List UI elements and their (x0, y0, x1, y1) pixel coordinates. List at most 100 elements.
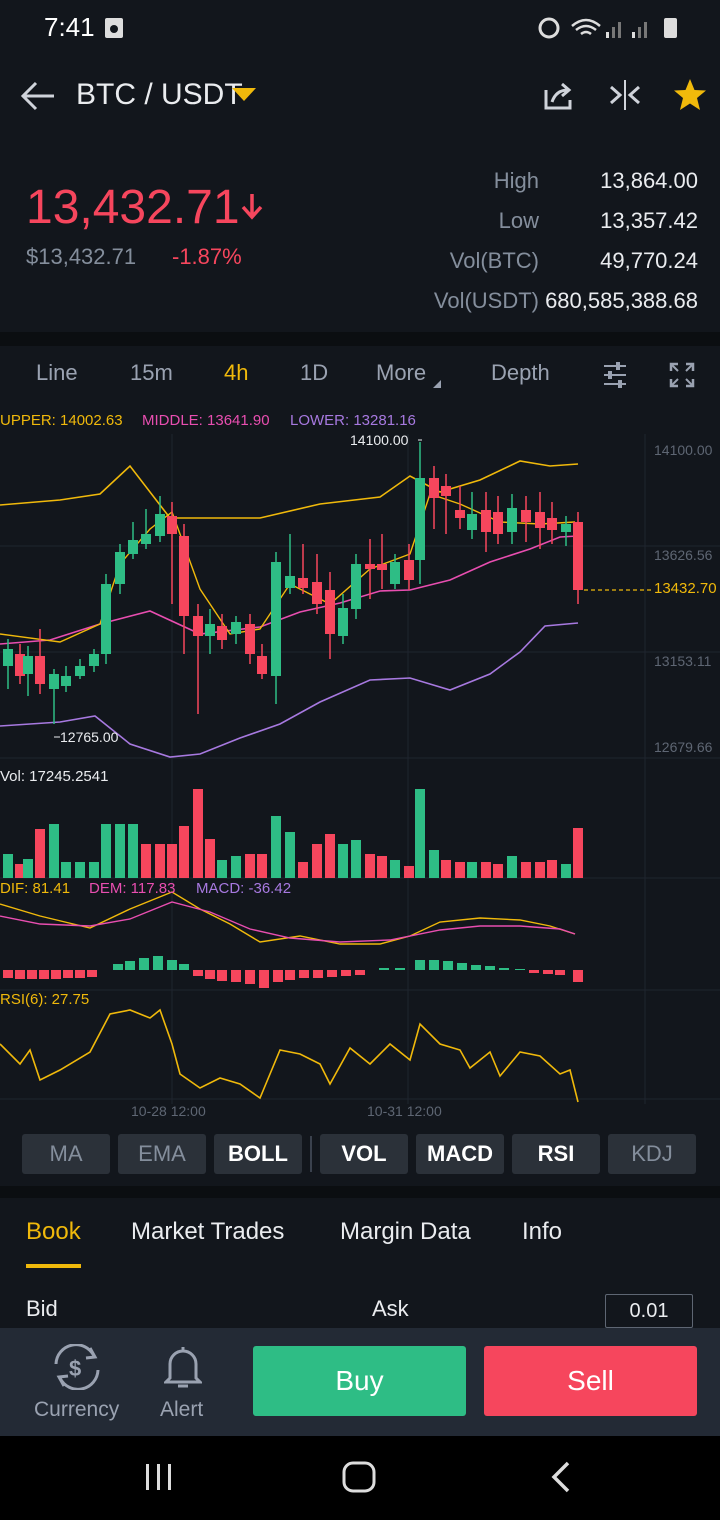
volume-bar (101, 824, 111, 878)
macd-dif-line (0, 891, 576, 945)
boll-lower-line (0, 622, 579, 758)
macd-histogram-bar (75, 970, 85, 978)
candle-body (429, 478, 439, 498)
date-axis-label: 10-31 12:00 (367, 1103, 442, 1119)
home-icon[interactable] (342, 1460, 376, 1494)
indicator-macd[interactable]: MACD (416, 1134, 504, 1174)
macd-histogram-bar (415, 960, 425, 970)
currency-convert-icon[interactable]: $ (50, 1344, 104, 1390)
compare-icon[interactable] (608, 80, 642, 110)
macd-histogram-bar (63, 970, 73, 978)
bid-header: Bid (26, 1296, 58, 1321)
volume-bar (35, 829, 45, 878)
macd-dif-label: DIF: 81.41 (0, 880, 71, 897)
bell-icon[interactable] (164, 1344, 202, 1390)
kline-chart[interactable]: UPPER: 14002.63 MIDDLE: 13641.90 LOWER: … (0, 404, 720, 1124)
recent-apps-icon[interactable] (144, 1462, 174, 1492)
candle-body (561, 524, 571, 532)
tab-book[interactable]: Book (26, 1218, 81, 1245)
macd-histogram-bar (471, 965, 481, 970)
volume-bar (75, 862, 85, 878)
volume-bar (521, 862, 531, 878)
interval-4h[interactable]: 4h (224, 360, 249, 385)
macd-histogram-bar (515, 969, 525, 970)
volume-bar (23, 859, 33, 878)
sell-button[interactable]: Sell (484, 1346, 697, 1416)
volume-bar (547, 860, 557, 878)
indicator-vol[interactable]: VOL (320, 1134, 408, 1174)
volume-bar (141, 844, 151, 878)
tab-market-trades[interactable]: Market Trades (131, 1218, 285, 1245)
back-arrow-icon[interactable] (20, 80, 56, 112)
price-axis-tick: 13626.56 (654, 547, 713, 563)
macd-histogram-bar (355, 970, 365, 975)
indicator-ema[interactable]: EMA (118, 1134, 206, 1174)
more-corner-icon (433, 380, 441, 388)
volume-bar (89, 862, 99, 878)
active-tab-indicator (26, 1264, 81, 1268)
interval-more[interactable]: More (376, 360, 427, 385)
tab-margin-data[interactable]: Margin Data (340, 1218, 471, 1245)
candle-body (3, 649, 13, 666)
volume-bar (217, 860, 227, 878)
interval-15m[interactable]: 15m (130, 360, 173, 385)
indicator-kdj[interactable]: KDJ (608, 1134, 696, 1174)
macd-histogram-bar (327, 970, 337, 977)
volume-bar (507, 856, 517, 878)
pair-title[interactable]: BTC / USDT (76, 78, 243, 111)
divider (0, 1186, 720, 1198)
macd-histogram-bar (179, 964, 189, 970)
stat-value-vol-btc: 49,770.24 (600, 248, 698, 273)
candle-body (205, 624, 215, 636)
volume-bar (231, 856, 241, 878)
share-icon[interactable] (542, 80, 574, 112)
candle-body (49, 674, 59, 689)
volume-bar (49, 824, 59, 878)
interval-1d[interactable]: 1D (300, 360, 329, 385)
chart-toolbar: Line 15m 4h 1D More Depth (0, 346, 720, 404)
candle-body (257, 656, 267, 674)
indicator-ma[interactable]: MA (22, 1134, 110, 1174)
volume-bar (179, 826, 189, 878)
candle-body (377, 564, 387, 570)
macd-histogram-bar (3, 970, 13, 978)
fullscreen-icon[interactable] (669, 362, 695, 388)
price-down-arrow-icon (241, 194, 263, 220)
back-nav-icon[interactable] (548, 1460, 572, 1494)
candle-body (141, 534, 151, 544)
volume-bar (3, 854, 13, 878)
macd-histogram-bar (153, 956, 163, 970)
volume-bar (535, 862, 545, 878)
macd-histogram-bar (39, 970, 49, 979)
macd-histogram-bar (379, 968, 389, 970)
kline-canvas (0, 434, 720, 1104)
volume-bar (115, 824, 125, 878)
indicator-boll[interactable]: BOLL (214, 1134, 302, 1174)
volume-bar (561, 864, 571, 878)
precision-selector[interactable]: 0.01 (605, 1294, 693, 1328)
stat-label-vol-btc: Vol(BTC) (449, 248, 539, 273)
alert-label[interactable]: Alert (160, 1398, 204, 1421)
currency-label[interactable]: Currency (34, 1398, 120, 1421)
interval-line[interactable]: Line (36, 360, 78, 385)
candle-body (404, 560, 414, 580)
buy-button[interactable]: Buy (253, 1346, 466, 1416)
macd-histogram-bar (27, 970, 37, 979)
volume-bar (365, 854, 375, 878)
depth-tab[interactable]: Depth (491, 360, 550, 385)
candle-body (155, 514, 165, 536)
candle-body (338, 608, 348, 636)
macd-dem-label: DEM: 117.83 (89, 880, 176, 897)
svg-text:$: $ (69, 1356, 81, 1381)
tab-info[interactable]: Info (522, 1218, 563, 1245)
indicator-rsi[interactable]: RSI (512, 1134, 600, 1174)
macd-value-label: MACD: -36.42 (196, 880, 292, 897)
candle-body (325, 590, 335, 634)
macd-histogram-bar (231, 970, 241, 982)
favorite-star-icon[interactable] (672, 78, 708, 112)
candle-body (467, 514, 477, 530)
indicator-divider (310, 1136, 312, 1172)
settings-sliders-icon[interactable] (602, 362, 628, 388)
candle-body (75, 666, 85, 676)
pair-dropdown-icon[interactable] (232, 88, 256, 102)
